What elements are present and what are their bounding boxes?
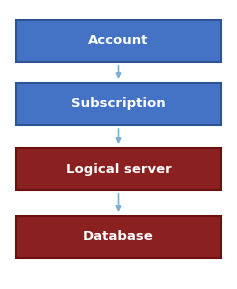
FancyBboxPatch shape xyxy=(16,20,221,62)
FancyBboxPatch shape xyxy=(16,216,221,258)
FancyBboxPatch shape xyxy=(16,148,221,190)
Text: Subscription: Subscription xyxy=(71,97,166,110)
Text: Account: Account xyxy=(88,34,149,47)
Text: Logical server: Logical server xyxy=(66,162,171,175)
Text: Database: Database xyxy=(83,231,154,244)
FancyBboxPatch shape xyxy=(16,83,221,125)
